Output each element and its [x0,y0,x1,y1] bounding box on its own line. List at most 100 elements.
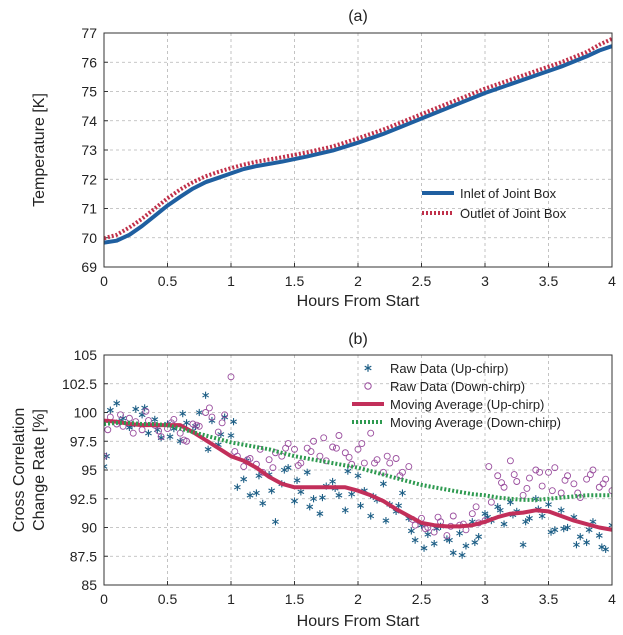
data-point-asterisk [547,528,555,536]
data-point-asterisk [367,512,375,520]
data-point-circle [586,471,594,479]
asterisk-stroke [547,529,555,535]
data-point-circle [294,461,302,469]
asterisk-stroke [573,542,580,548]
data-point-circle [574,489,582,497]
y-axis-label: Change Rate [%] [31,409,48,531]
asterisk-stroke [272,519,279,525]
data-point-asterisk [576,533,584,541]
data-point-asterisk [420,544,428,552]
asterisk-stroke [545,502,552,507]
data-point-circle [155,427,163,435]
asterisk-stroke [113,401,121,406]
plot-frame [103,354,613,586]
data-point-asterisk [449,549,457,557]
data-point-circle [265,456,273,464]
legend-label: Moving Average (Up-chirp) [390,397,544,412]
asterisk-stroke [106,407,114,413]
data-point-asterisk [471,538,479,547]
data-point-circle [411,521,419,529]
asterisk-stroke [335,493,343,498]
x-tick-label: 0 [100,591,108,607]
data-point-asterisk [204,445,212,453]
data-point-circle [523,484,531,492]
data-point-circle [303,444,311,452]
asterisk-stroke [608,524,612,528]
data-point-circle [307,448,315,456]
data-point-circle [386,459,394,467]
asterisk-stroke [411,537,419,543]
y-tick-label: 70 [81,230,97,246]
plot-frame [103,32,613,268]
data-point-circle [532,466,540,474]
asterisk-stroke [557,507,565,513]
data-point-asterisk [557,506,565,514]
asterisk-stroke [500,521,508,527]
data-point-asterisk [233,483,241,491]
data-point-asterisk [240,475,248,483]
legend-swatch-asterisk [364,364,372,372]
data-point-circle [506,457,514,465]
legend: Raw Data (Up-chirp) Raw Data (Down-chirp)… [352,361,561,430]
chart-title: (b) [348,331,368,348]
data-point-asterisk [293,476,301,484]
data-point-circle [599,480,607,488]
data-point-circle [570,480,578,488]
data-point-circle [392,455,400,462]
data-point-asterisk [145,429,152,437]
data-point-asterisk [379,480,387,488]
data-point-circle [548,487,556,495]
data-point-circle [193,421,201,429]
y-tick-label: 95 [81,462,97,478]
asterisk-stroke [221,414,229,420]
asterisk-stroke [430,541,438,546]
data-point-asterisk [348,490,356,498]
asterisk-stroke [280,467,288,473]
y-tick-label: 72 [81,171,97,187]
y-tick-label: 71 [81,201,97,217]
y-tick-label: 77 [81,25,97,41]
data-point-circle [335,432,343,439]
legend-label: Inlet of Joint Box [460,186,557,201]
data-point-asterisk [329,477,337,486]
legend-label: Outlet of Joint Box [460,206,567,221]
x-tick-label: 3 [481,591,489,607]
data-point-circle [526,474,533,482]
x-axis-label: Hours From Start [297,613,420,630]
data-point-asterisk [500,520,508,528]
data-point-asterisk [560,525,568,533]
data-point-circle [472,503,480,511]
data-point-asterisk [227,431,235,440]
asterisk-stroke [291,498,298,504]
data-point-asterisk [496,506,504,514]
data-point-circle [360,459,368,467]
data-point-asterisk [538,512,546,520]
data-point-asterisk [506,498,514,506]
asterisk-stroke [585,527,593,533]
y-tick-label: 97.5 [70,433,97,449]
data-point-asterisk [179,410,187,418]
asterisk-stroke [268,488,276,493]
asterisk-stroke [240,476,248,482]
chart-title: (a) [348,8,368,25]
asterisk-stroke [195,410,203,415]
asterisk-stroke [560,526,568,531]
data-point-asterisk [141,404,149,412]
data-point-asterisk [583,538,591,547]
asterisk-stroke [179,411,187,416]
data-point-circle [371,459,378,467]
asterisk-stroke [446,537,453,543]
asterisk-stroke [484,514,491,520]
asterisk-stroke [204,447,212,452]
x-tick-label: 1.5 [285,591,305,607]
asterisk-stroke [319,495,326,500]
data-point-asterisk [411,536,419,544]
asterisk-stroke [233,484,241,490]
x-tick-label: 4 [608,591,616,607]
asterisk-stroke [424,532,432,537]
legend-label: Raw Data (Up-chirp) [390,361,508,376]
data-point-circle [561,476,569,484]
data-point-circle [189,420,197,428]
data-point-asterisk [424,530,432,538]
data-point-asterisk [104,462,108,471]
